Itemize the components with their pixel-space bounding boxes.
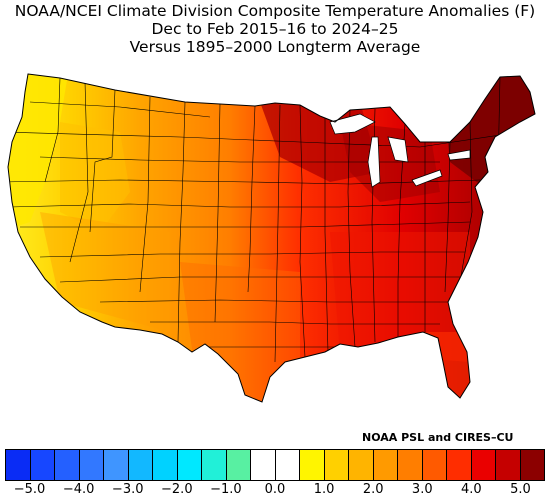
great-lakes (329, 113, 471, 188)
legend-swatch (398, 450, 423, 480)
legend-tick-label: −4.0 (62, 482, 95, 497)
map-title: NOAA/NCEI Climate Division Composite Tem… (0, 2, 550, 56)
us-climate-division-map (7, 73, 536, 403)
legend-tick-label: 1.0 (313, 482, 335, 497)
lake-superior (329, 113, 376, 135)
legend-swatch (79, 450, 104, 480)
legend-swatch (104, 450, 129, 480)
legend-tick-label: −5.0 (13, 482, 46, 497)
legend-swatch (202, 450, 227, 480)
title-line-3: Versus 1895–2000 Longterm Average (129, 38, 421, 56)
legend-swatch (177, 450, 202, 480)
legend-tick-label: 5.0 (510, 482, 531, 497)
legend-swatch (226, 450, 251, 480)
credit-label: NOAA PSL and CIRES–CU (362, 431, 514, 444)
legend-swatch (520, 450, 544, 480)
legend-swatch (251, 450, 276, 480)
color-legend (5, 449, 545, 481)
division-boundaries (8, 76, 521, 363)
lake-huron (387, 136, 409, 163)
legend-swatch (6, 450, 31, 480)
legend-tick-labels: −5.0 −4.0 −3.0 −2.0 −1.0 0.0 1.0 2.0 3.0 4.0 5.0 (5, 482, 545, 497)
legend-swatch (153, 450, 178, 480)
legend-tick-label: 3.0 (411, 482, 433, 497)
legend-swatch (300, 450, 325, 480)
legend-swatch (30, 450, 55, 480)
title-line-2: Dec to Feb 2015–16 to 2024–25 (151, 20, 399, 38)
legend-swatch (471, 450, 496, 480)
legend-tick-label: −2.0 (161, 482, 193, 497)
us-outline (7, 73, 536, 403)
legend-tick-label: 2.0 (362, 482, 384, 497)
legend-swatch (373, 450, 398, 480)
legend-tick-label: −3.0 (111, 482, 144, 497)
legend-swatch (324, 450, 349, 480)
title-line-1: NOAA/NCEI Climate Division Composite Tem… (14, 2, 536, 20)
legend-tick-label: 4.0 (461, 482, 482, 497)
legend-swatch (55, 450, 80, 480)
lake-erie (411, 169, 443, 187)
legend-swatch (349, 450, 374, 480)
legend-swatch (128, 450, 153, 480)
legend-tick-label: 0.0 (264, 482, 286, 497)
legend-tick-label: −1.0 (210, 482, 242, 497)
lake-ontario (447, 149, 471, 161)
lake-michigan (367, 136, 381, 188)
legend-swatch (275, 450, 300, 480)
legend-swatch (422, 450, 447, 480)
legend-swatch (496, 450, 521, 480)
legend-swatch (447, 450, 472, 480)
